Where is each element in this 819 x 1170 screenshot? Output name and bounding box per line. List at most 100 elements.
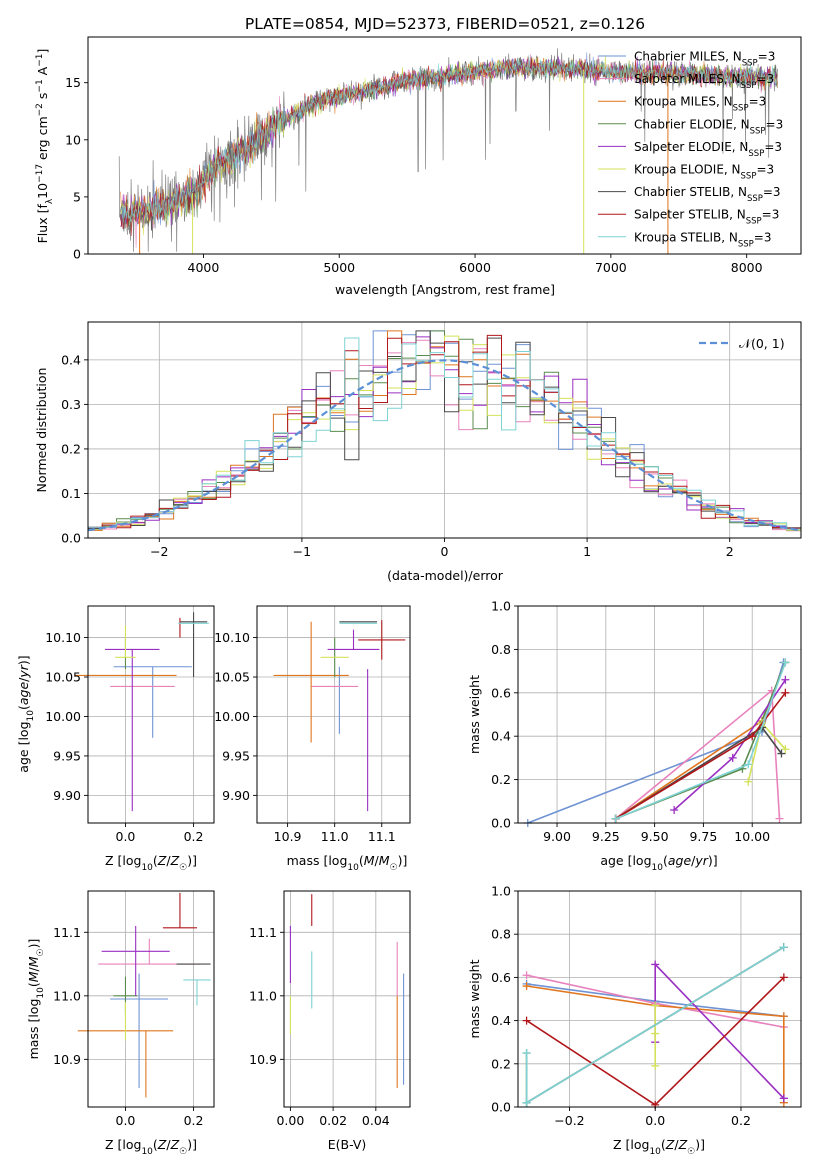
legend-entry: Salpeter STELIB, NSSP=3 <box>634 208 779 227</box>
weight-marker <box>744 760 753 769</box>
y-tick-label: 10.9 <box>53 1052 81 1067</box>
y-axis-label: Normed distribution <box>34 368 49 493</box>
weight-marker <box>611 814 620 823</box>
axes-frame <box>87 36 802 255</box>
x-tick-label: 9.75 <box>689 829 717 844</box>
legend-entry: Chabrier MILES, NSSP=3 <box>634 50 775 69</box>
y-tick-label: 10.00 <box>45 709 81 724</box>
x-tick-label: 0.2 <box>184 1113 204 1128</box>
axis-label: mass [log10(M/M☉)] <box>287 853 408 873</box>
y-tick-label: 10.9 <box>249 1052 277 1067</box>
weight-marker <box>728 753 737 762</box>
weight-line-chabrier-miles <box>527 662 785 824</box>
axis-label: Z [log10(Z/Z☉)] <box>105 1137 197 1157</box>
y-tick-label: 0 <box>73 247 81 262</box>
y-tick-label: 0.4 <box>491 1013 511 1028</box>
x-tick-label: −2 <box>150 544 168 559</box>
y-tick-label: 9.90 <box>222 788 250 803</box>
x-tick-label: 0.0 <box>116 1113 136 1128</box>
y-tick-label: 0.4 <box>491 729 511 744</box>
axes-frame <box>256 605 411 824</box>
weight-marker <box>651 1001 660 1010</box>
x-tick-label: 0 <box>441 544 449 559</box>
x-tick-label: 0.02 <box>319 1113 347 1128</box>
weight-marker <box>779 1094 788 1103</box>
y-tick-label: 15 <box>65 75 81 90</box>
y-tick-label: 9.95 <box>222 748 250 763</box>
y-axis-label: mass weight <box>467 959 482 1038</box>
y-tick-label: 1.0 <box>491 884 511 899</box>
axes-frame <box>87 890 215 1108</box>
weight-line-kroupa-stelib <box>615 662 787 820</box>
weight-marker <box>522 1098 531 1107</box>
weight-marker <box>781 745 790 754</box>
y-tick-label: 10.10 <box>214 630 250 645</box>
weight-marker <box>670 805 679 814</box>
y-tick-label: 1.0 <box>491 599 511 614</box>
x-tick-label: 0.2 <box>731 1113 751 1128</box>
weight-marker <box>779 1012 788 1021</box>
weight-marker <box>522 971 531 980</box>
weight-line-kroupa-miles <box>526 985 785 1103</box>
axis-label: age [log10(age/yr)] <box>600 853 717 873</box>
axes-frame <box>517 890 802 1108</box>
y-tick-label: 0.8 <box>491 927 511 942</box>
weight-marker <box>781 658 790 667</box>
weight-marker <box>744 777 753 786</box>
weight-line-kroupa-miles <box>615 662 787 820</box>
y-tick-label: 0.0 <box>491 1100 511 1115</box>
x-tick-label: 0.00 <box>276 1113 304 1128</box>
axes-frame <box>87 605 215 824</box>
y-tick-label: 5 <box>73 189 81 204</box>
y-tick-label: 10.05 <box>214 670 250 685</box>
legend-entry: Kroupa STELIB, NSSP=3 <box>634 230 772 249</box>
y-tick-label: 0.0 <box>491 816 511 831</box>
y-tick-label: 11.0 <box>53 988 81 1003</box>
weight-marker <box>522 982 531 991</box>
x-tick-label: 6000 <box>459 260 491 275</box>
y-tick-label: 0.2 <box>491 1056 511 1071</box>
y-tick-label: 10.00 <box>214 709 250 724</box>
x-tick-label: 10.00 <box>734 829 770 844</box>
x-tick-label: 4000 <box>188 260 220 275</box>
x-tick-label: 9.00 <box>543 829 571 844</box>
weight-marker <box>522 1049 531 1057</box>
x-tick-label: −1 <box>293 544 311 559</box>
x-tick-label: 9.50 <box>641 829 669 844</box>
weight-line-chabrier-elodie <box>615 662 787 820</box>
legend-entry: Salpeter ELODIE, NSSP=3 <box>634 140 782 159</box>
legend-entry: Chabrier ELODIE, NSSP=3 <box>634 117 783 136</box>
y-tick-label: 0.8 <box>491 642 511 657</box>
weight-line-salpeter-elodie <box>654 962 785 1099</box>
x-tick-label: 2 <box>726 544 734 559</box>
x-tick-label: 9.25 <box>592 829 620 844</box>
y-tick-label: 0.2 <box>61 441 81 456</box>
legend-entry: Salpeter MILES, NSSP=3 <box>634 72 774 91</box>
y-tick-label: 9.95 <box>53 748 81 763</box>
x-tick-label: 10.9 <box>274 829 302 844</box>
axis-label: Z [log10(Z/Z☉)] <box>613 1137 705 1157</box>
x-axis-label: E(B-V) <box>328 1137 367 1152</box>
x-tick-label: 0.0 <box>645 1113 665 1128</box>
weight-marker <box>775 814 784 823</box>
x-tick-label: 7000 <box>595 260 627 275</box>
weight-marker <box>777 749 786 758</box>
weight-marker <box>651 960 660 969</box>
weight-marker <box>651 1029 660 1038</box>
y-tick-label: 0.4 <box>61 352 81 367</box>
hist-salpeter-stelib <box>88 334 801 529</box>
x-tick-label: 8000 <box>731 260 763 275</box>
x-tick-label: 11.1 <box>368 829 396 844</box>
x-tick-label: 11.0 <box>321 829 349 844</box>
y-axis-label: Flux [fλ10−17 erg cm−2 s−1 A−1] <box>35 49 55 244</box>
axis-label: mass [log10(M/M☉)] <box>26 939 46 1060</box>
y-tick-label: 0.0 <box>61 531 81 546</box>
weight-marker <box>781 675 790 684</box>
weight-marker <box>651 1061 660 1070</box>
legend-entry: Kroupa MILES, NSSP=3 <box>634 95 766 114</box>
axes-frame <box>283 890 411 1108</box>
x-tick-label: 0.2 <box>184 829 204 844</box>
weight-marker <box>781 688 790 697</box>
axis-label: age [log10(age/yr)] <box>16 655 36 772</box>
x-axis-label: (data-model)/error <box>387 568 504 583</box>
